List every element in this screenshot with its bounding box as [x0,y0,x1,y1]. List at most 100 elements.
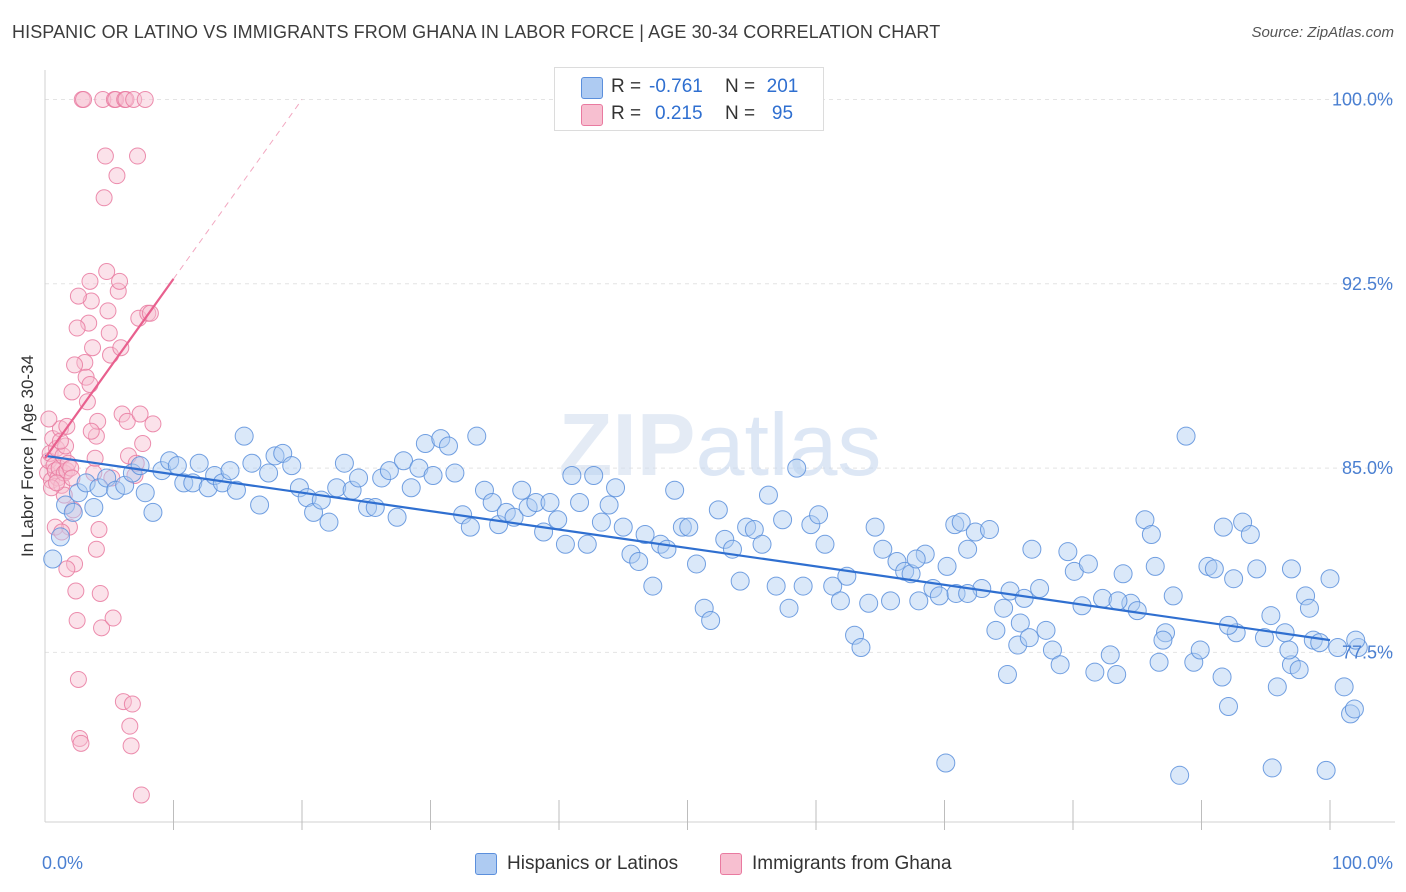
ghana-point [76,353,94,371]
hispanic-point [115,475,135,495]
ghana-point [93,619,111,637]
n-label: N = [725,76,756,97]
hispanic-point [387,507,407,527]
hispanic-point [1085,662,1105,682]
hispanic-point [1344,699,1364,719]
hispanic-point [1014,588,1034,608]
hispanic-point [1176,426,1196,446]
hispanic-point [394,451,414,471]
hispanic-point [665,480,685,500]
hispanic-point [304,502,324,522]
ghana-point [131,405,149,423]
hispanic-point [372,468,392,488]
hispanic-point [701,610,721,630]
hispanic-point [130,456,150,476]
hispanic-point [752,534,772,554]
hispanic-point [1279,640,1299,660]
hispanic-point [282,456,302,476]
ghana-point [111,272,129,290]
hispanic-point [643,576,663,596]
hispanic-point [50,527,70,547]
r-label: R = [611,76,642,97]
ghana-point [81,376,99,394]
hispanic-point [431,429,451,449]
chart-title: HISPANIC OR LATINO VS IMMIGRANTS FROM GH… [12,22,941,42]
hispanic-point [766,576,786,596]
ghana-point [123,695,141,713]
hispanic-point [657,539,677,559]
hispanic-point [365,497,385,517]
hispanic-point [881,591,901,611]
hispanic-point [730,571,750,591]
r-label: R = [611,103,642,124]
ghana-point [40,410,58,428]
x-tick-label: 0.0% [42,853,83,873]
hispanic-point [830,591,850,611]
hispanic-point [1262,758,1282,778]
hispanic-point [89,478,109,498]
ghana-point [69,670,87,688]
ghana-point [100,324,118,342]
hispanic-point [1204,559,1224,579]
hispanic-point [1050,655,1070,675]
ghana-point [82,422,100,440]
hispanic-point [1107,665,1127,685]
hispanic-point [1010,613,1030,633]
hispanic-point [1163,586,1183,606]
hispanic-point [1058,542,1078,562]
ghana-point [104,609,122,627]
hispanic-point [1184,652,1204,672]
n-label: N = [725,103,756,124]
hispanic-point [865,517,885,537]
correlation-legend: R = -0.761 N = 201 R = 0.215 N = 95 [554,67,824,131]
hispanic-point [951,512,971,532]
hispanic-point [1213,517,1233,537]
hispanic-point [994,598,1014,618]
hispanic-point [1299,598,1319,618]
hispanic-point [815,534,835,554]
ghana-point [129,147,147,165]
hispanic-point [1247,559,1267,579]
hispanic-point [482,493,502,513]
hispanic-point [997,665,1017,685]
blue-swatch-icon [475,853,497,875]
ghana-point [58,560,76,578]
hispanic-point [106,480,126,500]
hispanic-point [613,517,633,537]
ghana-point [127,454,145,472]
axis-labels: 100.0% 92.5% 85.0% 77.5% 0.0% 100.0% In Labor … [18,89,1393,873]
hispanic-point [744,520,764,540]
hispanic-point [679,517,699,537]
hispanic-point [438,436,458,456]
hispanic-point [629,552,649,572]
ghana-point [99,302,117,320]
hispanic-point [1267,677,1287,697]
hispanic-point [56,495,76,515]
hispanic-point [694,598,714,618]
hispanic-point [1042,640,1062,660]
hispanic-point [401,478,421,498]
hispanic-point [979,520,999,540]
ghana-point [96,147,114,165]
grid [45,98,1395,653]
legend-label: Immigrants from Ghana [752,853,952,874]
hispanic-point [958,539,978,559]
y-tick-label: 77.5% [1342,642,1393,662]
ghana-point [87,427,105,445]
ghana-point [66,356,84,374]
hispanic-point [540,493,560,513]
hispanic-point [319,512,339,532]
hispanic-point [965,522,985,542]
hispanic-point [873,539,893,559]
ghana-point [136,90,154,108]
ghana-point [94,90,112,108]
r-value: 0.215 [655,103,703,124]
hispanic-point [1141,524,1161,544]
series-ghana [39,90,162,804]
hispanic-point [1316,760,1336,780]
ghana-point [84,339,102,357]
legend-row-blue: R = -0.761 N = 201 [555,74,823,100]
hispanic-point [1348,638,1368,658]
hispanic-point [708,500,728,520]
hispanic-point [715,529,735,549]
